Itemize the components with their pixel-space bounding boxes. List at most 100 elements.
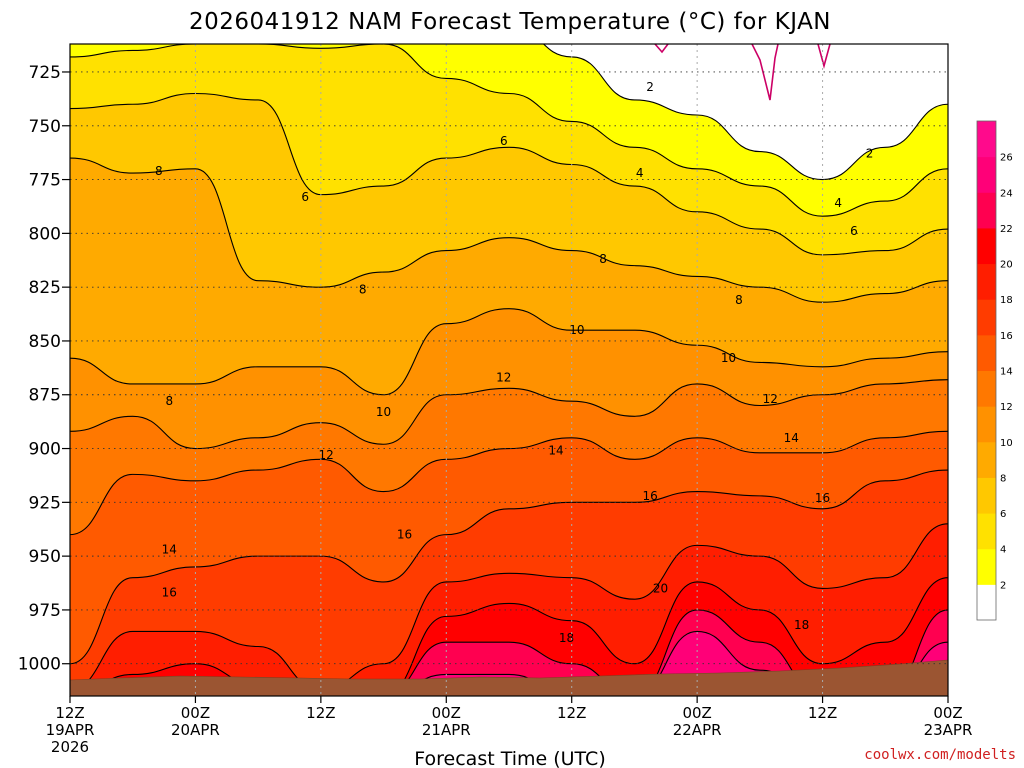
colorbar-tick-label: 8 xyxy=(1000,473,1006,484)
isotherm-label-10: 8 xyxy=(735,293,743,307)
colorbar-tick-label: 2 xyxy=(1000,580,1006,591)
isotherm-label-6: 6 xyxy=(850,224,858,238)
y-tick-label: 775 xyxy=(29,171,61,191)
isotherm-label-14: 10 xyxy=(721,351,736,365)
y-tick-label: 975 xyxy=(29,601,61,621)
isotherm-label-text: 12 xyxy=(763,392,778,406)
x-tick-label: 12Z xyxy=(55,704,84,722)
isotherm-label-text: 18 xyxy=(559,631,574,645)
isotherm-label-text: 20 xyxy=(653,581,668,595)
grid-lines xyxy=(70,44,948,696)
y-tick-label: 900 xyxy=(29,440,61,460)
colorbar-swatch xyxy=(977,513,996,550)
isotherm-label-text: 6 xyxy=(500,134,508,148)
x-tick-label: 20APR xyxy=(171,721,220,739)
isotherm-label-text: 2 xyxy=(866,147,874,161)
isotherm-label-text: 8 xyxy=(599,252,607,266)
isotherm-label-7: 8 xyxy=(155,164,163,178)
x-tick-label: 00Z xyxy=(181,704,210,722)
isotherm-label-13: 10 xyxy=(569,323,584,337)
plot-frame xyxy=(69,43,949,697)
isotherm-label-text: 16 xyxy=(162,586,177,600)
isotherm-label-text: 12 xyxy=(318,448,333,462)
isotherm-label-15: 12 xyxy=(318,448,333,462)
colorbar-swatch xyxy=(977,121,996,158)
isotherm-label-20: 14 xyxy=(784,431,799,445)
isotherm-label-text: 8 xyxy=(155,164,163,178)
isotherm-label-25: 18 xyxy=(559,631,574,645)
isotherm-label-text: 4 xyxy=(636,166,644,180)
colorbar-swatch xyxy=(977,548,996,585)
y-tick-label: 825 xyxy=(29,278,61,298)
colorbar-swatch xyxy=(977,299,996,336)
isotherm-20 xyxy=(70,577,948,696)
isotherm-label-8: 8 xyxy=(359,282,367,296)
isotherm-12 xyxy=(70,379,948,450)
isotherm-label-27: 20 xyxy=(653,581,668,595)
isotherm-label-16: 12 xyxy=(496,371,511,385)
isotherm-label-26: 18 xyxy=(794,618,809,632)
colorbar-frame xyxy=(976,120,997,621)
isotherm-label-0: 2 xyxy=(646,80,654,94)
terrain-ground xyxy=(70,659,948,696)
isotherm-label-text: 10 xyxy=(376,405,391,419)
isotherm-label-3: 4 xyxy=(834,196,842,210)
x-tick-label: 19APR xyxy=(46,721,95,739)
colorbar-tick-label: 6 xyxy=(1000,509,1006,520)
isotherm-label-text: 12 xyxy=(496,371,511,385)
x-tick-label: 12Z xyxy=(306,704,335,722)
colorbar-swatch xyxy=(977,192,996,229)
isotherm-label-text: 18 xyxy=(794,618,809,632)
credit-text: coolwx.com/modelts xyxy=(864,747,1016,763)
isotherm-label-17: 12 xyxy=(763,392,778,406)
isotherm-label-text: 6 xyxy=(301,190,309,204)
isotherm-2 xyxy=(542,44,948,181)
x-tick-label: 00Z xyxy=(432,704,461,722)
colorbar-swatch xyxy=(977,156,996,193)
colorbar-swatch xyxy=(977,584,996,621)
isotherm-label-text: 10 xyxy=(569,323,584,337)
y-tick-label: 725 xyxy=(29,63,61,83)
x-tick-label: 22APR xyxy=(673,721,722,739)
colorbar-tick-label: 22 xyxy=(1000,224,1013,235)
x-tick-label: 12Z xyxy=(808,704,837,722)
isotherm-18 xyxy=(70,523,948,691)
isotherm-label-11: 8 xyxy=(165,394,173,408)
y-tick-label: 925 xyxy=(29,493,61,513)
isotherm-label-12: 10 xyxy=(376,405,391,419)
isotherm-label-text: 14 xyxy=(162,543,177,557)
isotherm-label-text: 16 xyxy=(397,528,412,542)
isotherm-label-22: 16 xyxy=(397,528,412,542)
isotherm-label-text: 4 xyxy=(834,196,842,210)
x-tick-label: 00Z xyxy=(682,704,711,722)
isotherm-label-text: 8 xyxy=(165,394,173,408)
zero-isotherm xyxy=(654,44,831,101)
y-tick-label: 750 xyxy=(29,117,61,137)
colorbar-swatch xyxy=(977,406,996,443)
colorbar-swatch xyxy=(977,370,996,407)
isotherm-label-9: 8 xyxy=(599,252,607,266)
colorbar-swatch xyxy=(977,263,996,300)
colorbar-tick-label: 4 xyxy=(1000,545,1006,556)
chart-title: 2026041912 NAM Forecast Temperature (°C)… xyxy=(189,9,831,35)
isotherm-label-4: 6 xyxy=(301,190,309,204)
x-tick-label: 12Z xyxy=(557,704,586,722)
isotherm-6 xyxy=(70,92,948,256)
colorbar-tick-label: 26 xyxy=(1000,153,1013,164)
isotherm-label-24: 16 xyxy=(815,491,830,505)
y-tick-label: 875 xyxy=(29,386,61,406)
isotherm-label-text: 14 xyxy=(784,431,799,445)
isotherm-label-text: 2 xyxy=(646,80,654,94)
isotherm-label-text: 8 xyxy=(359,282,367,296)
colorbar-tick-label: 12 xyxy=(1000,402,1013,413)
colorbar-tick-label: 20 xyxy=(1000,260,1013,271)
isotherm-label-5: 6 xyxy=(500,134,508,148)
x-tick-label: 23APR xyxy=(924,721,973,739)
colorbar-swatch xyxy=(977,441,996,478)
colorbar-tick-label: 10 xyxy=(1000,438,1013,449)
isotherm-label-21: 16 xyxy=(162,586,177,600)
